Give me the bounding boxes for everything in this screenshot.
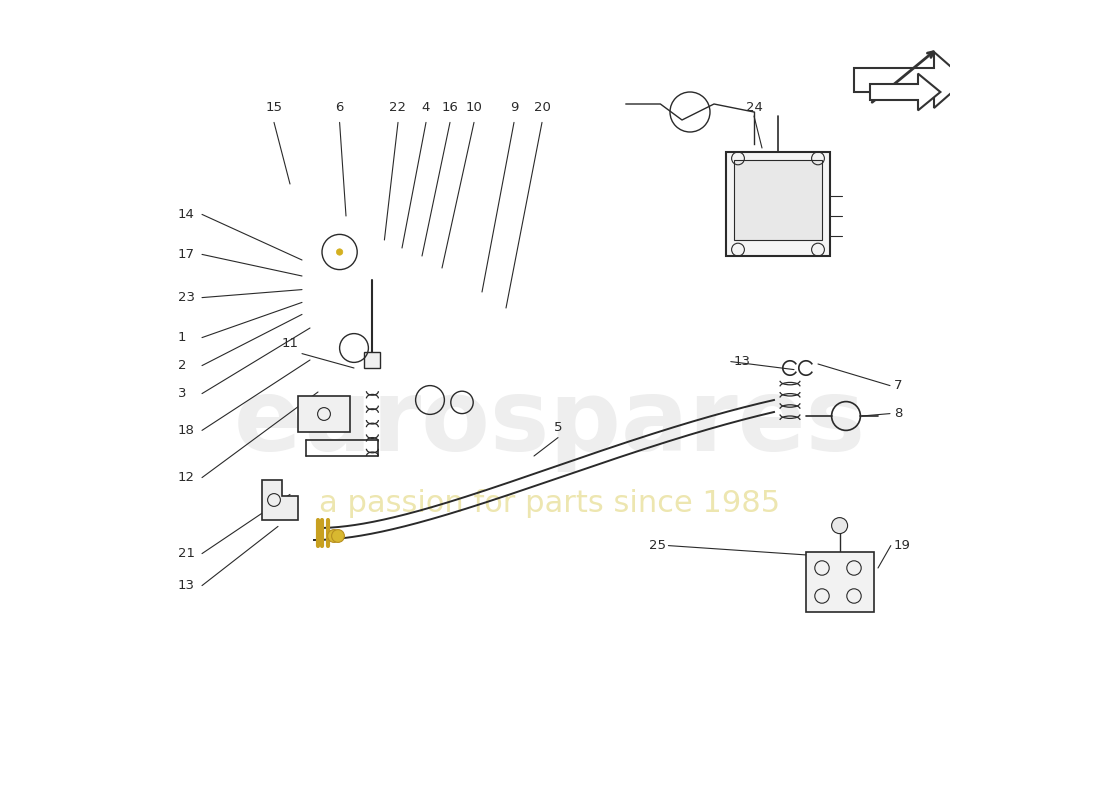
Text: 4: 4	[421, 102, 430, 114]
Text: 15: 15	[265, 102, 283, 114]
FancyBboxPatch shape	[806, 552, 874, 612]
FancyBboxPatch shape	[726, 152, 830, 256]
Text: 24: 24	[746, 101, 762, 114]
Text: 2: 2	[178, 359, 187, 372]
Text: a passion for parts since 1985: a passion for parts since 1985	[319, 490, 781, 518]
Text: 7: 7	[894, 379, 902, 392]
Text: 14: 14	[178, 208, 195, 221]
Text: 18: 18	[178, 424, 195, 437]
Text: 3: 3	[178, 387, 187, 400]
Text: 6: 6	[336, 102, 344, 114]
Text: 22: 22	[389, 102, 407, 114]
Text: 5: 5	[553, 421, 562, 434]
Text: 8: 8	[894, 407, 902, 420]
Text: eurospares: eurospares	[234, 375, 866, 473]
Circle shape	[331, 530, 344, 542]
Circle shape	[328, 530, 340, 542]
Text: 12: 12	[178, 471, 195, 484]
FancyBboxPatch shape	[298, 396, 350, 432]
Text: 20: 20	[534, 102, 550, 114]
Text: 19: 19	[894, 539, 911, 552]
Polygon shape	[870, 74, 940, 110]
Text: 23: 23	[178, 291, 195, 304]
Text: 25: 25	[649, 539, 666, 552]
FancyBboxPatch shape	[364, 352, 381, 368]
Text: 9: 9	[509, 102, 518, 114]
Text: 10: 10	[465, 102, 483, 114]
Circle shape	[832, 518, 848, 534]
Circle shape	[337, 249, 343, 255]
Text: 17: 17	[178, 248, 195, 261]
Text: 13: 13	[178, 579, 195, 592]
Polygon shape	[262, 480, 298, 520]
Text: 13: 13	[734, 355, 751, 368]
Text: 1: 1	[178, 331, 187, 344]
FancyBboxPatch shape	[734, 160, 822, 240]
Text: 11: 11	[282, 338, 298, 350]
Text: 16: 16	[441, 102, 459, 114]
Text: 21: 21	[178, 547, 195, 560]
